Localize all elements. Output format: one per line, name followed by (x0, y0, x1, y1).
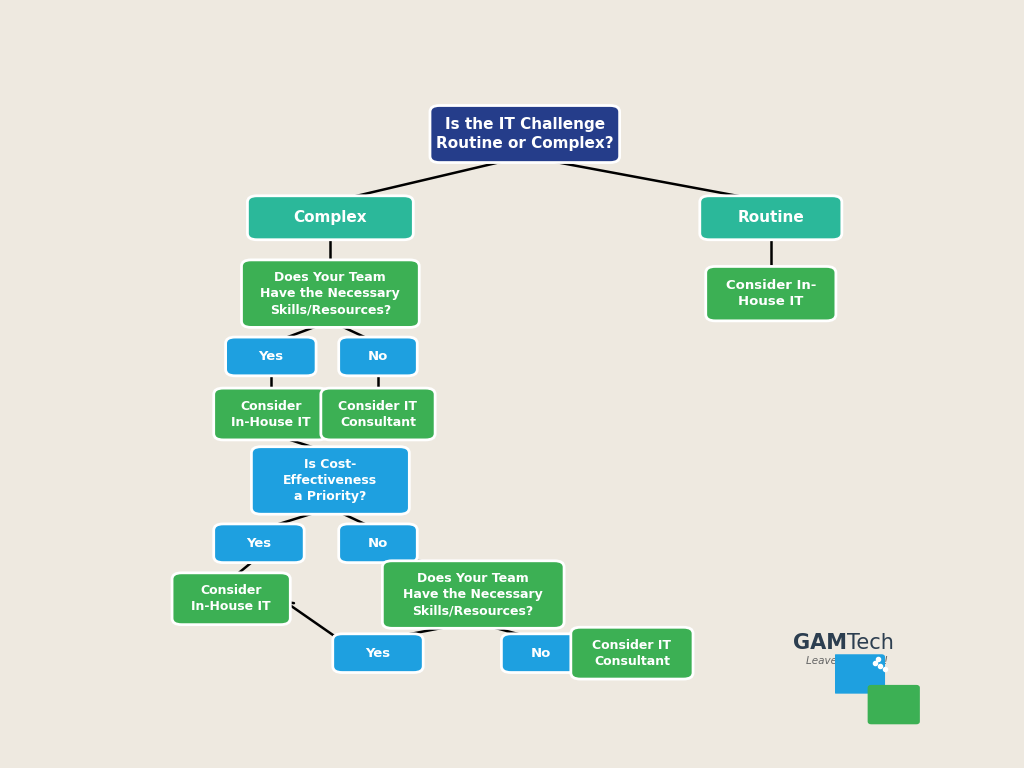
Text: Consider IT
Consultant: Consider IT Consultant (593, 639, 672, 667)
FancyBboxPatch shape (382, 561, 564, 628)
FancyBboxPatch shape (242, 260, 419, 327)
FancyBboxPatch shape (339, 337, 417, 376)
FancyBboxPatch shape (867, 685, 920, 724)
Text: Yes: Yes (258, 350, 284, 363)
Text: Complex: Complex (294, 210, 368, 225)
Text: No: No (368, 537, 388, 550)
FancyBboxPatch shape (321, 388, 435, 440)
FancyBboxPatch shape (333, 634, 423, 673)
Text: Consider In-
House IT: Consider In- House IT (726, 279, 816, 308)
FancyBboxPatch shape (502, 634, 580, 673)
Text: Does Your Team
Have the Necessary
Skills/Resources?: Does Your Team Have the Necessary Skills… (403, 572, 543, 617)
FancyBboxPatch shape (248, 196, 414, 240)
Text: No: No (530, 647, 551, 660)
FancyBboxPatch shape (214, 524, 304, 563)
Text: No: No (368, 350, 388, 363)
Text: Is the IT Challenge
Routine or Complex?: Is the IT Challenge Routine or Complex? (436, 118, 613, 151)
FancyBboxPatch shape (430, 105, 620, 163)
FancyBboxPatch shape (172, 573, 290, 624)
FancyBboxPatch shape (339, 524, 417, 563)
Text: Consider IT
Consultant: Consider IT Consultant (339, 399, 418, 429)
FancyBboxPatch shape (706, 266, 836, 321)
FancyBboxPatch shape (833, 654, 885, 694)
Text: Is Cost-
Effectiveness
a Priority?: Is Cost- Effectiveness a Priority? (284, 458, 378, 503)
Text: Does Your Team
Have the Necessary
Skills/Resources?: Does Your Team Have the Necessary Skills… (260, 271, 400, 316)
Text: Consider
In-House IT: Consider In-House IT (191, 584, 271, 613)
FancyBboxPatch shape (252, 447, 410, 515)
FancyBboxPatch shape (214, 388, 328, 440)
Text: Tech: Tech (847, 634, 894, 654)
Text: GAM: GAM (793, 634, 847, 654)
Text: Leave I.T. to us!: Leave I.T. to us! (806, 656, 888, 666)
FancyBboxPatch shape (699, 196, 842, 240)
FancyBboxPatch shape (225, 337, 316, 376)
FancyBboxPatch shape (570, 627, 693, 679)
Text: Yes: Yes (247, 537, 271, 550)
Text: Routine: Routine (737, 210, 804, 225)
Text: Consider
In-House IT: Consider In-House IT (231, 399, 310, 429)
Text: Yes: Yes (366, 647, 390, 660)
